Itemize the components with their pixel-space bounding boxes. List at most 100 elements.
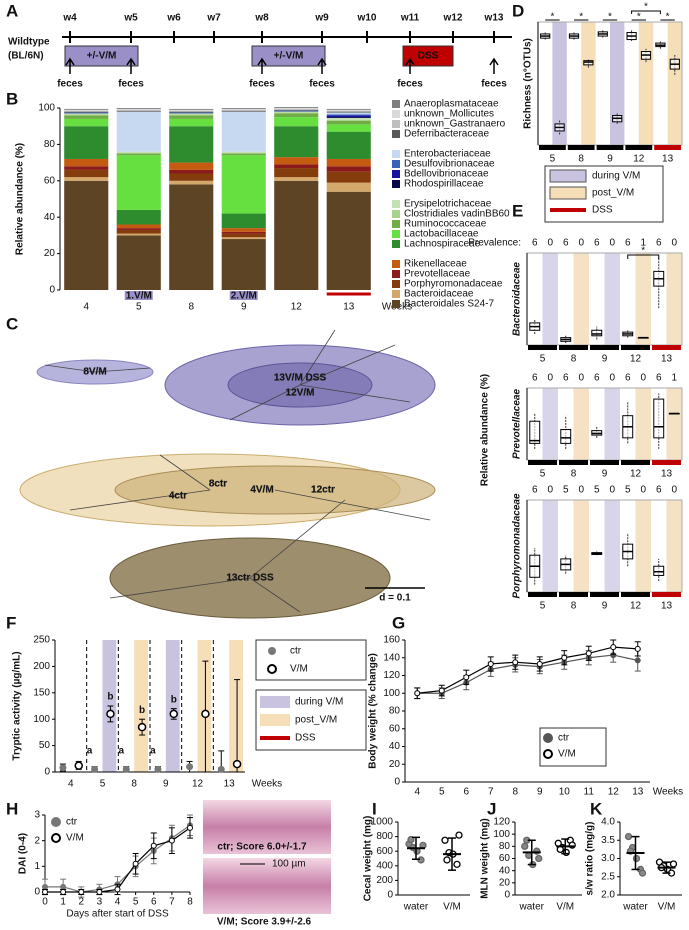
group-bar	[621, 460, 650, 465]
group-bar	[567, 145, 595, 150]
group-bar	[596, 145, 624, 150]
median-dot	[232, 759, 242, 769]
box	[560, 429, 572, 444]
x-tick-label: 5	[540, 354, 546, 365]
legend-label: Rikenellaceae	[404, 259, 467, 270]
x-tick-label: 12	[633, 154, 645, 165]
y-tick-label: 120	[493, 817, 510, 828]
bar-segment	[116, 235, 161, 290]
legend-label: post_V/M	[592, 188, 634, 199]
shade-band	[635, 388, 651, 460]
group-letter: b	[171, 694, 177, 705]
bar-segment	[64, 158, 109, 167]
week-label: w7	[206, 13, 221, 24]
bar-segment	[326, 120, 371, 125]
week-label: w12	[443, 13, 463, 24]
bar-segment	[64, 169, 109, 178]
y-tick-label: 0	[394, 777, 400, 788]
significance: *	[579, 12, 583, 23]
y-axis-label: Richness (n°OTUs)	[523, 38, 534, 129]
bar-segment	[116, 209, 161, 225]
bar-segment	[64, 114, 109, 116]
strain-label: Wildtype	[8, 37, 50, 48]
week-label: w4	[62, 13, 77, 24]
legend-marker	[268, 647, 276, 655]
legend-swatch	[392, 200, 400, 208]
prevalence: 6	[656, 485, 662, 496]
bar-segment	[221, 231, 266, 234]
group-bar	[539, 145, 566, 150]
bar-segment	[221, 233, 266, 238]
bar-segment	[169, 180, 214, 185]
prevalence: 0	[671, 485, 677, 496]
bar-segment	[169, 126, 214, 163]
x-tick-label: 13	[224, 779, 236, 790]
x-tick-label: 4	[414, 787, 420, 798]
prevalence: 0	[547, 238, 553, 249]
bar-segment	[64, 115, 109, 119]
point	[42, 883, 48, 890]
x-tick-label: 9	[602, 469, 608, 480]
legend-label: during V/M	[592, 171, 640, 182]
group-bar	[528, 345, 557, 350]
x-tick-label: 6	[463, 787, 469, 798]
point	[561, 654, 568, 661]
shade-band	[604, 388, 620, 460]
x-tick-label: 13	[661, 601, 673, 612]
significance: *	[666, 12, 670, 23]
bar-segment	[326, 166, 371, 172]
x-tick-label: 3	[97, 897, 103, 908]
y-tick-label: 4.0	[601, 817, 615, 828]
histology-scale: 100 µm	[272, 859, 306, 870]
shade-band	[229, 640, 243, 772]
treatment-label: DSS	[418, 51, 439, 62]
prevalence: 1	[671, 373, 677, 384]
bar-segment	[64, 118, 109, 127]
group-bar	[621, 345, 650, 350]
x-tick-label: 12	[608, 787, 620, 798]
bar-segment	[221, 109, 266, 111]
y-tick-label: 50	[39, 740, 51, 751]
legend-label: ctr	[66, 817, 78, 828]
legend-swatch	[392, 290, 400, 298]
point	[512, 659, 519, 666]
legend-label: Erysipelotrichaceae	[404, 199, 492, 210]
point	[187, 824, 193, 831]
x-tick-label: 13	[661, 354, 673, 365]
x-tick-label: 8	[187, 897, 193, 908]
bar-segment	[326, 119, 371, 121]
median-dot	[59, 764, 67, 772]
legend-label: Desulfovibrionaceae	[404, 159, 495, 170]
series-line	[417, 646, 638, 694]
group-letter: a	[118, 746, 124, 757]
bar-segment	[221, 151, 266, 154]
bar-segment	[116, 155, 161, 210]
legend-swatch	[260, 696, 290, 708]
x-sublabel: 2.V/M	[231, 291, 257, 302]
group-bar	[559, 592, 588, 597]
bar-segment	[274, 113, 319, 118]
x-tick-label: 7	[169, 897, 175, 908]
x-tick-label: V/M	[443, 902, 461, 913]
shade-band	[573, 253, 589, 345]
bar-segment	[326, 191, 371, 290]
bar-segment	[326, 109, 371, 111]
prevalence: 1	[640, 238, 646, 249]
point	[441, 836, 449, 844]
treatment-box	[64, 45, 139, 67]
y-tick-label: 3.5	[601, 835, 615, 846]
x-tick-label: 2	[78, 897, 84, 908]
legend-label: Prevotellaceae	[404, 269, 471, 280]
group-bar	[621, 592, 650, 597]
bar-segment	[326, 118, 371, 120]
y-tick-label: 100	[383, 688, 400, 699]
x-tick-label: 1	[60, 897, 66, 908]
y-tick-label: 80	[389, 706, 401, 717]
sampling-arrow	[126, 57, 136, 74]
prevalence: 0	[547, 373, 553, 384]
panel-letter: J	[487, 799, 496, 818]
bar-segment	[221, 228, 266, 232]
legend-label: Rhodospirillaceae	[404, 179, 484, 190]
sampling-arrow	[489, 57, 499, 74]
treatment-box	[251, 45, 326, 67]
